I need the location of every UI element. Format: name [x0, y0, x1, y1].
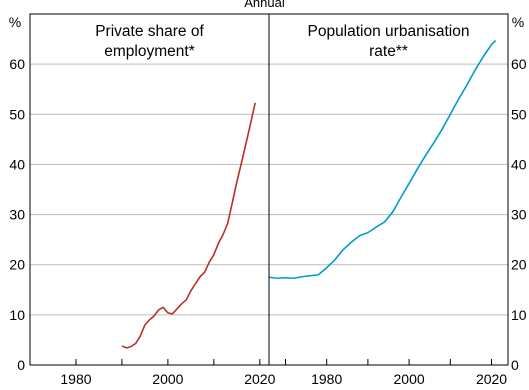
y-tick-label-right: 10 — [511, 307, 527, 323]
panel-title-line: rate** — [369, 43, 408, 60]
y-tick-label-left: 60 — [9, 56, 25, 72]
y-tick-label-right: 30 — [511, 207, 527, 223]
y-tick-label-right: 20 — [511, 257, 527, 273]
x-tick-label: 2000 — [394, 371, 425, 387]
y-tick-label-left: 50 — [9, 106, 25, 122]
x-tick-label: 2020 — [476, 371, 507, 387]
gridlines — [30, 63, 508, 316]
x-tick-label: 2000 — [152, 371, 183, 387]
y-unit-label-left: % — [9, 14, 21, 30]
y-tick-label-left: 10 — [9, 307, 25, 323]
series-line-private-employment — [121, 102, 256, 349]
y-unit-label-right: % — [512, 14, 524, 30]
series-line-urbanisation-rate — [268, 40, 497, 280]
x-tick-label: 2020 — [244, 371, 275, 387]
panel-title-line: Private share of — [95, 23, 204, 40]
y-tick-label-right: 60 — [511, 56, 527, 72]
series-layer — [121, 40, 497, 349]
panel-title-line: Population urbanisation — [307, 23, 469, 40]
y-tick-label-left: 0 — [17, 357, 25, 373]
y-tick-label-left: 40 — [9, 156, 25, 172]
y-tick-label-left: 20 — [9, 257, 25, 273]
chart-subtitle: Annual — [244, 0, 285, 10]
y-tick-label-right: 0 — [511, 357, 519, 373]
y-tick-label-right: 50 — [511, 106, 527, 122]
x-tick-label: 1980 — [60, 371, 91, 387]
x-tick-label: 1980 — [311, 371, 342, 387]
y-tick-label-left: 30 — [9, 207, 25, 223]
chart-frame — [29, 13, 509, 366]
y-tick-label-right: 40 — [511, 156, 527, 172]
panel-title-line: employment* — [104, 43, 194, 60]
